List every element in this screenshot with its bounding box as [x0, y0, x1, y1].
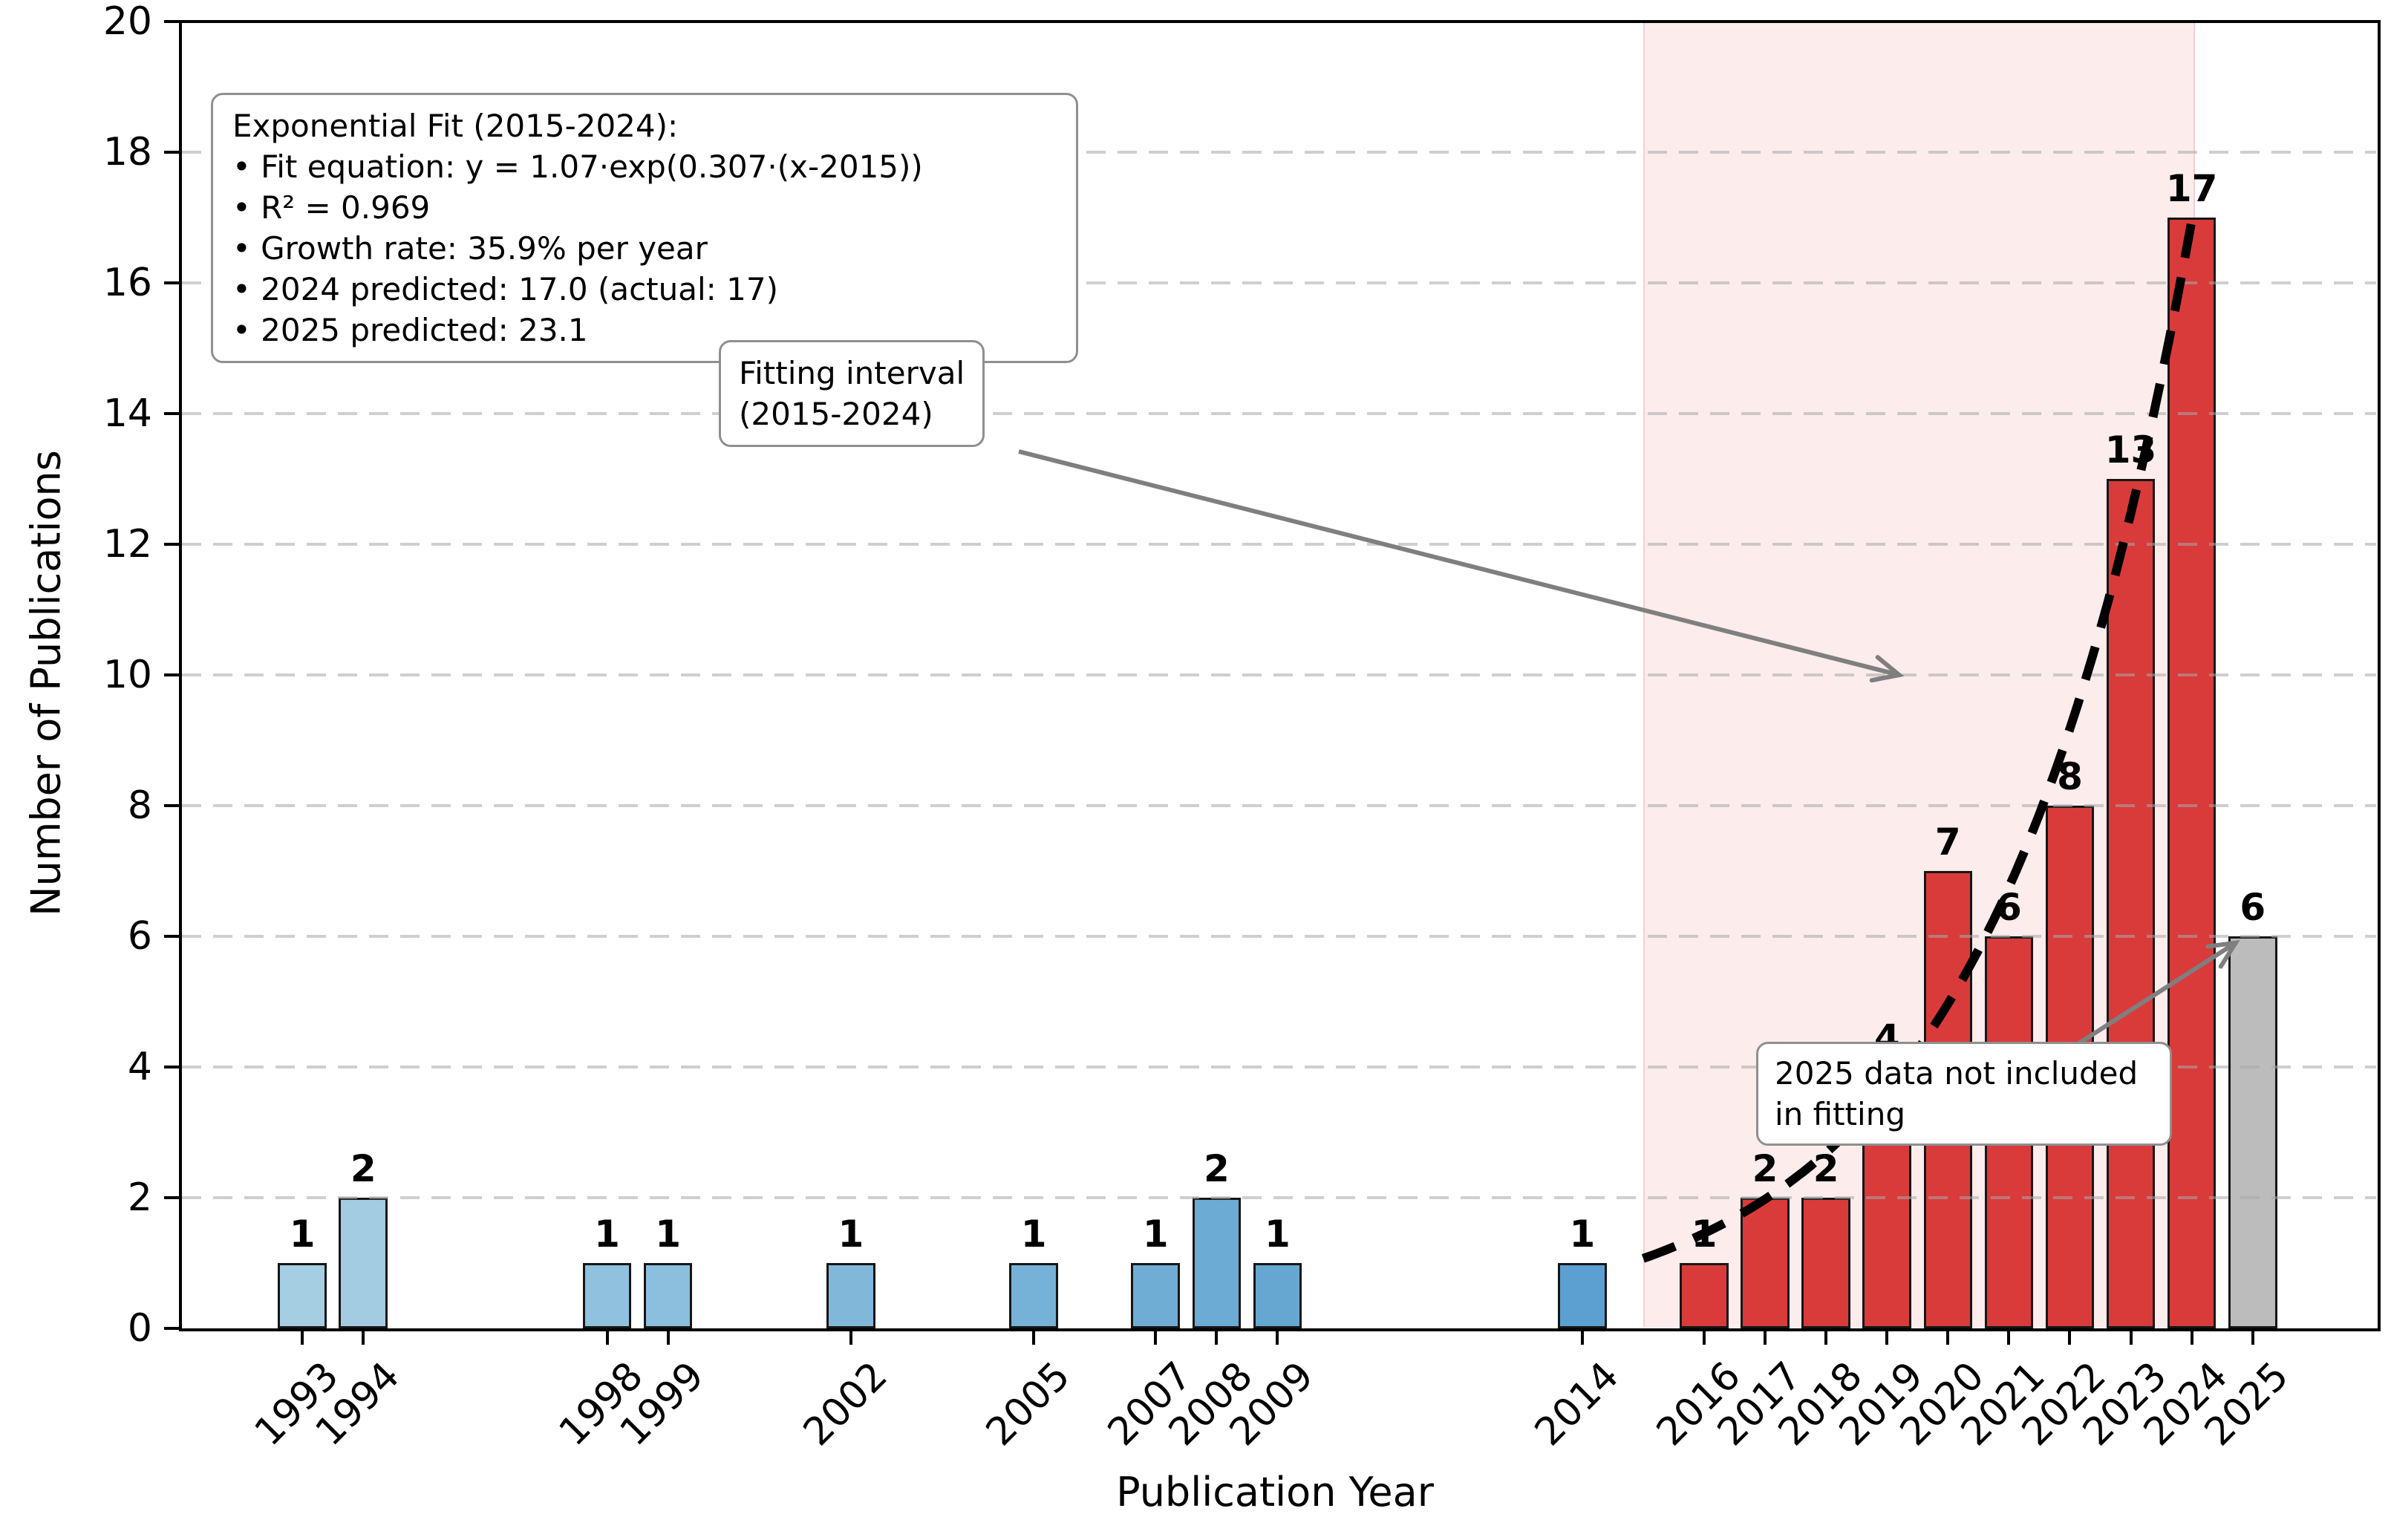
bar-value-label-2023: 13 [2104, 428, 2157, 472]
x-tick-2017 [1764, 1330, 1767, 1345]
y-tick-label-6: 6 [127, 914, 152, 959]
bar-value-label-2021: 6 [1996, 886, 2022, 929]
gridline-8 [182, 804, 2376, 807]
x-tick-2008 [1215, 1330, 1219, 1345]
bar-1998 [582, 1263, 632, 1328]
y-tick-0 [164, 1327, 179, 1330]
bar-value-label-2009: 1 [1265, 1213, 1291, 1256]
bar-value-label-2016: 1 [1691, 1213, 1718, 1256]
x-tick-2016 [1703, 1330, 1706, 1345]
y-tick-20 [164, 20, 179, 23]
bar-2016 [1680, 1263, 1729, 1328]
y-tick-label-4: 4 [127, 1045, 152, 1089]
x-tick-2022 [2068, 1330, 2072, 1345]
bar-1993 [278, 1263, 327, 1328]
bar-2023 [2106, 479, 2156, 1328]
x-tick-2019 [1885, 1330, 1889, 1345]
bar-1999 [643, 1263, 693, 1328]
bar-value-label-2025: 6 [2240, 886, 2266, 929]
exponential-fit-info-box: Exponential Fit (2015-2024): • Fit equat… [211, 93, 1078, 363]
y-tick-label-14: 14 [102, 391, 152, 436]
x-tick-2007 [1154, 1330, 1158, 1345]
bar-value-label-1998: 1 [594, 1213, 620, 1256]
bar-value-label-2020: 7 [1934, 820, 1961, 864]
x-tick-2020 [1946, 1330, 1950, 1345]
x-tick-label-2002: 2002 [795, 1354, 896, 1455]
gridline-2 [182, 1196, 2376, 1199]
bar-value-label-1993: 1 [289, 1213, 316, 1256]
y-tick-2 [164, 1196, 179, 1199]
x-tick-2009 [1276, 1330, 1279, 1345]
bar-2009 [1253, 1263, 1302, 1328]
x-tick-label-2014: 2014 [1526, 1354, 1628, 1455]
y-tick-label-16: 16 [102, 261, 152, 305]
x-tick-2002 [849, 1330, 852, 1345]
fitting-interval-annotation: Fitting interval (2015-2024) [719, 340, 985, 447]
x-tick-1994 [362, 1330, 365, 1345]
bar-value-label-2005: 1 [1020, 1213, 1047, 1256]
bar-value-label-2008: 2 [1203, 1147, 1230, 1190]
bar-2002 [826, 1263, 875, 1328]
bar-1994 [339, 1198, 388, 1328]
x-tick-1999 [666, 1330, 670, 1345]
gridline-12 [182, 543, 2376, 546]
x-tick-1993 [301, 1330, 304, 1345]
gridline-18 [182, 151, 2376, 154]
bar-value-label-2022: 8 [2057, 755, 2083, 798]
excluded-2025-annotation: 2025 data not included in fitting [1756, 1042, 2172, 1146]
y-tick-18 [164, 151, 179, 154]
y-tick-8 [164, 804, 179, 807]
x-tick-2014 [1580, 1330, 1584, 1345]
bar-value-label-2007: 1 [1142, 1213, 1169, 1256]
x-tick-2024 [2190, 1330, 2193, 1345]
bar-2018 [1801, 1198, 1850, 1328]
y-tick-label-12: 12 [102, 522, 152, 567]
x-tick-1998 [605, 1330, 609, 1345]
y-tick-label-20: 20 [102, 0, 152, 44]
bar-2005 [1009, 1263, 1058, 1328]
bar-value-label-1999: 1 [655, 1213, 682, 1256]
bar-2014 [1558, 1263, 1607, 1328]
bar-value-label-2002: 1 [838, 1213, 864, 1256]
bar-2025 [2228, 936, 2277, 1328]
y-tick-label-18: 18 [102, 130, 152, 174]
gridline-6 [182, 935, 2376, 938]
y-tick-label-0: 0 [127, 1306, 152, 1351]
y-tick-4 [164, 1066, 179, 1068]
bar-value-label-2014: 1 [1569, 1213, 1596, 1256]
y-axis-label: Number of Publications [22, 450, 70, 916]
y-tick-12 [164, 543, 179, 546]
y-tick-label-8: 8 [127, 783, 152, 828]
gridline-10 [182, 673, 2376, 676]
y-tick-6 [164, 935, 179, 938]
y-tick-10 [164, 673, 179, 676]
y-tick-16 [164, 281, 179, 284]
gridline-4 [182, 1066, 2376, 1068]
y-tick-label-10: 10 [102, 653, 152, 697]
x-tick-2018 [1824, 1330, 1828, 1345]
x-tick-2023 [2129, 1330, 2133, 1345]
x-tick-2005 [1032, 1330, 1036, 1345]
gridline-16 [182, 281, 2376, 284]
gridline-14 [182, 412, 2376, 415]
bar-value-label-2018: 2 [1813, 1147, 1839, 1190]
bar-value-label-2024: 17 [2165, 167, 2218, 210]
bar-2024 [2167, 218, 2217, 1328]
bar-2007 [1131, 1263, 1181, 1328]
x-axis-label: Publication Year [1116, 1469, 1434, 1515]
x-tick-label-2005: 2005 [977, 1354, 1079, 1455]
x-tick-2021 [2007, 1330, 2011, 1345]
y-tick-14 [164, 412, 179, 415]
bar-value-label-1994: 2 [350, 1147, 376, 1190]
x-tick-2025 [2251, 1330, 2254, 1345]
y-tick-label-2: 2 [127, 1175, 152, 1220]
